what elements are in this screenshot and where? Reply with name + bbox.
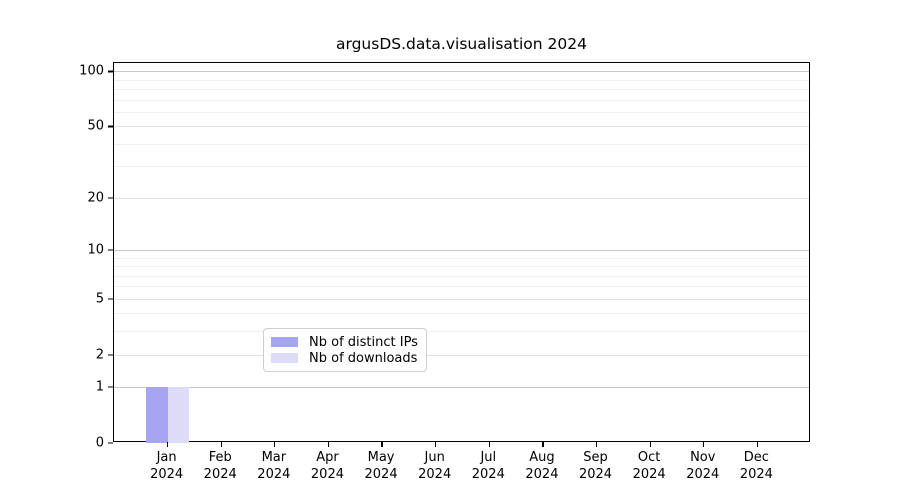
y-tick-label: 2 [95,347,104,363]
gridline-major [114,354,809,356]
gridline-minor [114,313,809,315]
y-tick [108,354,113,356]
y-tick [108,386,113,388]
y-tick-label: 10 [87,242,104,258]
x-tick-label: Jul 2024 [471,450,505,482]
gridline-minor [114,257,809,259]
x-tick [488,442,490,447]
x-tick-label: Jan 2024 [150,450,184,482]
x-tick-label: Nov 2024 [686,450,720,482]
x-tick [435,442,437,447]
legend-label-downloads: Nb of downloads [309,350,418,366]
gridline-major [114,387,809,389]
gridline-major [114,126,809,128]
x-tick [649,442,651,447]
x-tick [703,442,705,447]
y-tick [108,125,113,128]
gridline-minor [114,266,809,268]
x-tick [167,442,169,447]
y-tick [108,442,113,444]
gridline-minor [114,111,809,113]
x-tick [595,442,598,447]
legend-item-distinct-ips: Nb of distinct IPs [271,335,418,349]
gridline-major [114,197,809,199]
x-tick-label: Sep 2024 [578,450,613,482]
bar-nb-of-distinct-ips-jan [146,387,168,443]
gridline-minor [114,99,809,101]
legend-swatch-downloads [271,353,298,363]
gridline-minor [114,286,809,288]
gridline-minor [114,143,809,145]
gridline-minor [114,275,809,277]
x-tick-label: Oct 2024 [632,450,666,482]
x-tick-label: Feb 2024 [203,450,237,482]
y-tick [108,197,113,199]
y-tick-label: 20 [87,190,104,206]
gridline-minor [114,331,809,333]
gridline-major [114,298,809,300]
y-tick-label: 100 [79,63,104,79]
y-tick-label: 0 [95,435,104,451]
gridline-minor [114,79,809,81]
y-tick-label: 1 [95,379,104,395]
chart-title: argusDS.data.visualisation 2024 [335,35,587,53]
legend: Nb of distinct IPs Nb of downloads [263,328,427,372]
x-tick-label: Apr 2024 [310,450,344,482]
legend-swatch-distinct-ips [271,337,298,347]
x-tick [381,442,383,447]
x-tick [327,442,330,447]
legend-label-distinct-ips: Nb of distinct IPs [309,334,418,350]
gridline-minor [114,166,809,168]
y-tick [108,70,113,72]
x-tick-label: May 2024 [364,450,398,482]
x-tick [756,442,758,447]
y-tick [108,249,113,251]
x-tick-label: Dec 2024 [739,450,773,482]
x-tick [220,442,222,447]
y-tick [108,298,113,300]
plot-area: 0 1 2 5 10 20 50 100 [79,62,810,450]
y-tick-label: 50 [87,118,104,134]
gridline-major [114,249,809,251]
y-tick-label: 5 [95,291,104,307]
x-tick-label: Mar 2024 [257,450,291,482]
x-tick [542,442,544,447]
x-tick-label: Jun 2024 [418,450,452,482]
x-tick-label: Aug 2024 [525,450,559,482]
x-tick [274,442,276,447]
gridline-major [114,71,809,73]
gridline-minor [114,89,809,91]
legend-item-downloads: Nb of downloads [271,351,418,365]
bar-nb-of-downloads-jan [167,387,190,443]
